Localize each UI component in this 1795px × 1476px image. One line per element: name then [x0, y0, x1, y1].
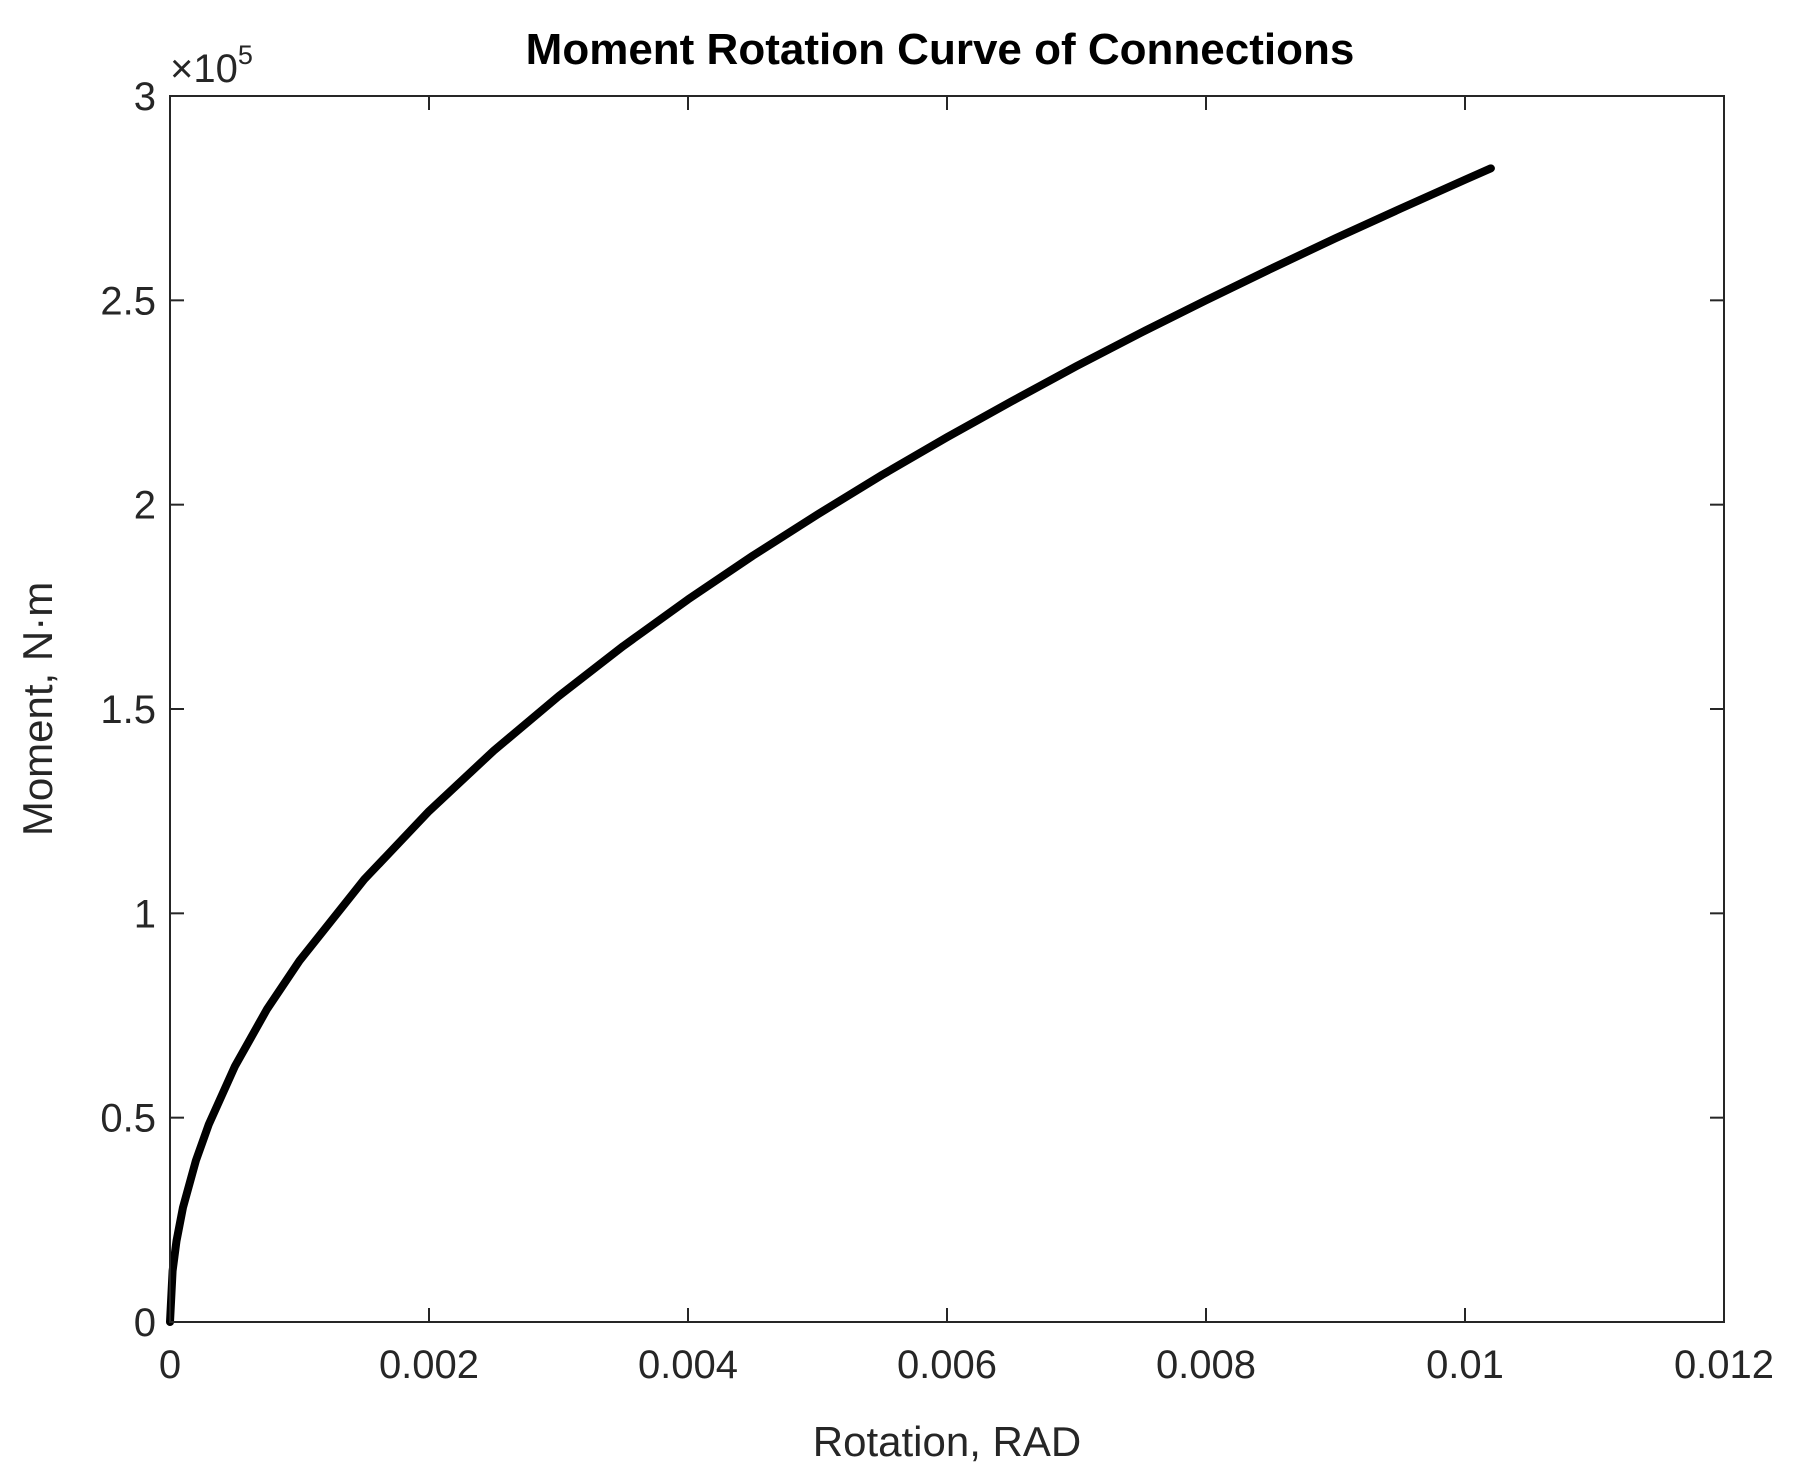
- x-tick-label: 0.008: [1156, 1343, 1256, 1387]
- y-tick-label: 1.5: [100, 688, 156, 732]
- y-tick-label: 2: [134, 484, 156, 528]
- y-tick-label: 0.5: [100, 1097, 156, 1141]
- x-tick-label: 0.01: [1426, 1343, 1504, 1387]
- y-tick-label: 3: [134, 75, 156, 119]
- x-tick-label: 0.006: [897, 1343, 997, 1387]
- y-tick-label: 2.5: [100, 279, 156, 323]
- moment-rotation-curve: [166, 164, 1495, 1326]
- chart-title: Moment Rotation Curve of Connections: [526, 25, 1355, 74]
- y-tick-label: 0: [134, 1301, 156, 1345]
- y-exponent-power: 5: [238, 40, 253, 70]
- x-tick-label: 0.004: [638, 1343, 738, 1387]
- y-axis-label: Moment, N·m: [14, 582, 61, 836]
- x-axis-label: Rotation, RAD: [813, 1418, 1081, 1465]
- y-tick-label: 1: [134, 892, 156, 936]
- x-tick-label: 0: [159, 1343, 181, 1387]
- x-tick-label: 0.002: [379, 1343, 479, 1387]
- tick-labels: 0 0.002 0.004 0.006 0.008 0.01 0.012 0 0.5 1 1.5 2 2…: [100, 75, 1774, 1387]
- y-exponent-prefix: ×10: [170, 47, 238, 91]
- x-tick-label: 0.012: [1674, 1343, 1774, 1387]
- y-exponent-label: ×105: [170, 40, 253, 91]
- plot-area-frame: [169, 95, 1725, 1323]
